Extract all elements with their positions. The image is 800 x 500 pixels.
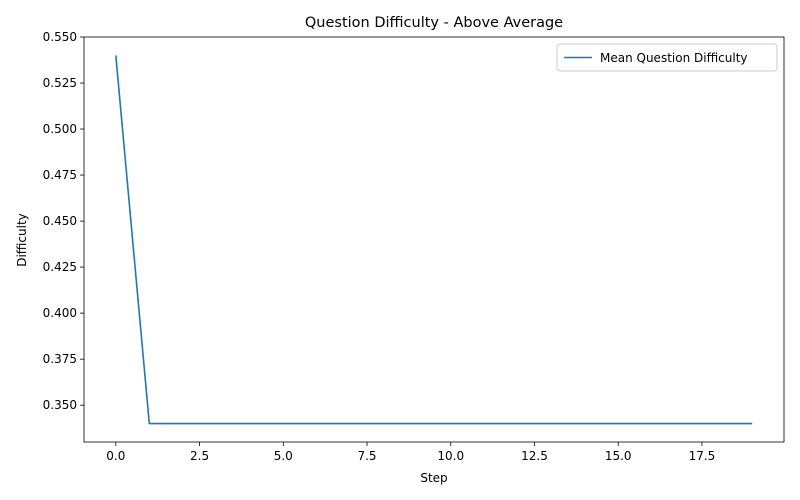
- x-tick-label: 12.5: [521, 449, 548, 463]
- x-axis-label: Step: [420, 471, 447, 485]
- y-tick-label: 0.525: [43, 76, 77, 90]
- x-tick-label: 5.0: [274, 449, 293, 463]
- legend: Mean Question Difficulty: [556, 43, 778, 72]
- series-line: [115, 55, 753, 425]
- chart-title: Question Difficulty - Above Average: [305, 15, 563, 31]
- y-tick-label: 0.450: [43, 214, 77, 228]
- x-tick-label: 2.5: [190, 449, 209, 463]
- y-axis-label: Difficulty: [15, 213, 29, 267]
- x-tick-label: 7.5: [357, 449, 376, 463]
- y-tick-label: 0.400: [43, 306, 77, 320]
- x-tick-label: 10.0: [437, 449, 464, 463]
- x-tick-label: 17.5: [689, 449, 716, 463]
- y-tick-label: 0.375: [43, 352, 77, 366]
- legend-box: [556, 43, 778, 72]
- series-layer: [115, 55, 753, 425]
- y-tick-label: 0.550: [43, 30, 77, 44]
- x-tick-label: 15.0: [605, 449, 632, 463]
- x-tick-label: 0.0: [106, 449, 125, 463]
- plot-frame: [83, 36, 785, 443]
- y-tick-label: 0.500: [43, 122, 77, 136]
- x-axis: 0.0 2.5 5.0 7.5 10.0 12.5 15.0 17.5: [106, 442, 715, 463]
- legend-label: Mean Question Difficulty: [600, 51, 748, 65]
- y-tick-label: 0.425: [43, 260, 77, 274]
- y-tick-label: 0.350: [43, 398, 77, 412]
- y-axis: 0.350 0.375 0.400 0.425 0.450 0.475 0.500 0.525…: [43, 30, 84, 412]
- y-tick-label: 0.475: [43, 168, 77, 182]
